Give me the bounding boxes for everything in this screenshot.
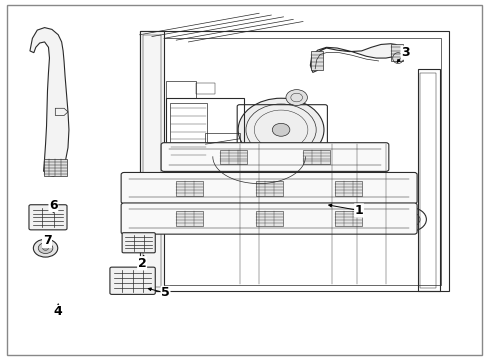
Circle shape: [285, 90, 307, 105]
Bar: [176, 181, 203, 195]
Bar: [148, 38, 440, 285]
Polygon shape: [310, 44, 400, 72]
Circle shape: [272, 123, 289, 136]
Bar: [170, 103, 206, 158]
Bar: [140, 31, 448, 291]
Bar: [311, 51, 323, 69]
Text: 3: 3: [400, 46, 409, 59]
Bar: [334, 211, 361, 226]
Circle shape: [42, 246, 48, 250]
Bar: [334, 181, 361, 195]
FancyBboxPatch shape: [161, 143, 388, 171]
Bar: [195, 83, 215, 94]
Bar: [166, 98, 244, 162]
Circle shape: [33, 239, 58, 257]
Polygon shape: [30, 28, 69, 176]
FancyBboxPatch shape: [121, 203, 416, 234]
FancyBboxPatch shape: [110, 267, 155, 294]
Bar: [390, 44, 402, 61]
Text: 5: 5: [161, 287, 169, 300]
Text: 7: 7: [42, 234, 51, 247]
FancyBboxPatch shape: [121, 172, 416, 204]
Circle shape: [38, 243, 53, 253]
Bar: [176, 211, 203, 226]
Circle shape: [238, 98, 324, 161]
Bar: [417, 69, 439, 291]
Bar: [220, 150, 246, 164]
Bar: [419, 73, 435, 288]
Text: 2: 2: [138, 257, 146, 270]
Bar: [255, 211, 282, 226]
Bar: [142, 36, 161, 287]
Bar: [205, 134, 239, 144]
FancyBboxPatch shape: [122, 233, 155, 253]
Bar: [255, 181, 282, 195]
Bar: [43, 159, 67, 176]
Text: 6: 6: [49, 199, 58, 212]
Bar: [166, 81, 195, 98]
Text: 1: 1: [354, 204, 363, 217]
Text: 4: 4: [54, 306, 62, 319]
Bar: [303, 150, 329, 164]
Bar: [140, 31, 163, 291]
FancyBboxPatch shape: [29, 205, 67, 230]
